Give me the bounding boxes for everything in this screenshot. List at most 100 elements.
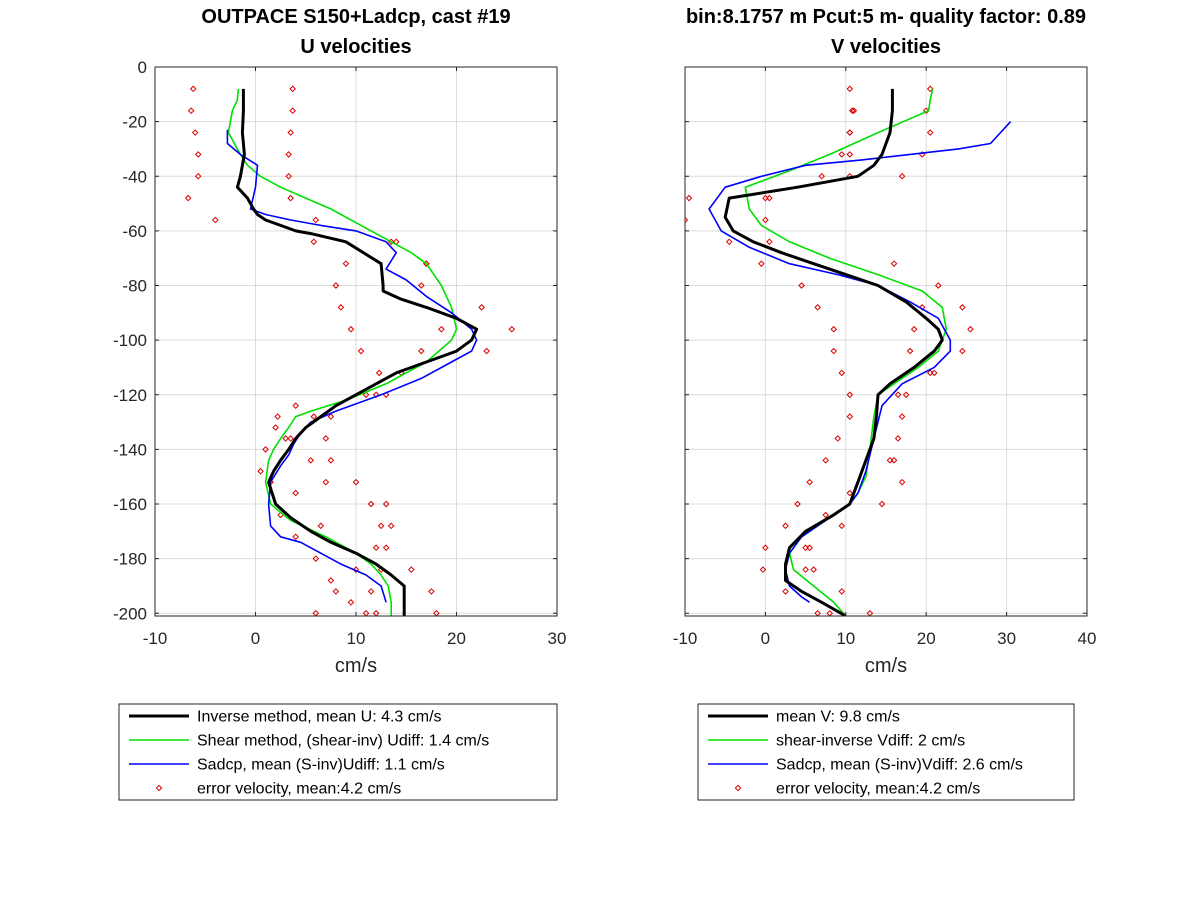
v-legend-entry-label: error velocity, mean:4.2 cm/s <box>776 781 980 798</box>
v-error-velocity-marker-right <box>898 478 906 486</box>
u-error-velocity-marker-left <box>262 446 269 453</box>
u-error-velocity-marker-left <box>322 435 330 442</box>
u-error-velocity-marker-left <box>332 588 340 595</box>
u-panel-title-line2: U velocities <box>300 36 411 58</box>
u-legend-box <box>118 703 558 801</box>
v-error-velocity-marker-left <box>846 151 854 158</box>
v-error-velocity-marker-right <box>926 85 934 93</box>
v-error-velocity-marker-right <box>906 347 914 355</box>
u-x-axis-label: cm/s <box>335 655 377 677</box>
u-error-velocity-marker-right <box>483 347 490 355</box>
v-error-velocity-marker-left <box>814 304 821 311</box>
v-error-velocity-marker-right <box>910 325 918 333</box>
v-error-velocity-marker-right <box>838 522 846 530</box>
u-error-velocity-marker-left <box>292 402 300 409</box>
v-error-velocity-marker-right <box>898 413 906 420</box>
v-error-velocity-marker-left <box>806 478 813 486</box>
v-error-velocity-marker-right <box>838 588 846 595</box>
u-error-velocity-marker-left <box>191 129 199 136</box>
u-error-velocity-marker-right <box>274 413 281 420</box>
u-error-velocity-marker-right <box>285 151 292 158</box>
u-error-velocity-marker-left <box>347 325 355 333</box>
v-error-velocity-marker-right <box>959 347 966 355</box>
v-error-velocity-marker-left <box>822 457 830 464</box>
u-error-velocity-marker-right <box>287 129 294 136</box>
v-error-velocity-marker-right <box>902 391 910 399</box>
u-data-layer <box>184 85 516 616</box>
u-velocity-panel: OUTPACE S150+Ladcp, cast #19 U velocitie… <box>113 6 566 801</box>
v-error-velocity-marker-right <box>894 391 902 399</box>
v-error-velocity-marker-right <box>766 238 773 246</box>
v-error-velocity-marker-right <box>918 304 926 311</box>
v-axes-background <box>685 67 1087 616</box>
v-data-layer <box>685 85 1012 616</box>
u-y-tick-label: -200 <box>113 604 147 623</box>
v-x-tick-label: 0 <box>761 629 770 648</box>
u-error-velocity-marker-left <box>194 172 202 180</box>
u-error-velocity-marker-right <box>418 282 425 289</box>
v-legend-entry-label: mean V: 9.8 cm/s <box>776 709 900 726</box>
u-error-velocity-marker-left <box>382 500 390 508</box>
u-x-tick-label: -10 <box>143 629 168 648</box>
v-error-velocity-marker-right <box>762 194 769 202</box>
v-x-tick-label: -10 <box>673 629 698 648</box>
u-sadcp-line <box>226 129 478 603</box>
u-error-velocity-marker-right <box>282 435 289 442</box>
u-error-velocity-marker-right <box>317 522 325 530</box>
u-error-velocity-marker-right <box>287 435 294 442</box>
v-velocity-plot-area: -10 0 10 20 30 40 <box>673 66 1096 648</box>
v-error-velocity-marker-left <box>834 435 842 442</box>
u-error-velocity-marker-right <box>407 566 415 573</box>
u-error-velocity-marker-left <box>184 194 192 202</box>
u-error-velocity-marker-right <box>287 194 294 202</box>
v-error-velocity-marker-left <box>846 391 854 399</box>
u-error-velocity-marker-right <box>508 325 516 333</box>
v-error-velocity-marker-left <box>794 500 801 508</box>
u-panel-title-line1: OUTPACE S150+Ladcp, cast #19 <box>201 6 510 28</box>
u-error-velocity-marker-left <box>194 151 202 158</box>
u-error-velocity-marker-right <box>382 544 390 552</box>
v-panel-title-line2: V velocities <box>831 36 941 58</box>
v-error-velocity-marker-left <box>758 260 765 267</box>
v-error-velocity-marker-left <box>830 347 838 355</box>
u-error-velocity-marker-right <box>289 85 296 93</box>
v-gridlines <box>685 67 1087 616</box>
v-error-velocity-marker-left <box>848 107 856 115</box>
u-error-velocity-marker-left <box>327 577 335 584</box>
v-inverse-line <box>723 88 944 616</box>
u-error-velocity-marker-left <box>375 369 383 377</box>
v-error-velocity-marker-left <box>762 544 769 552</box>
u-error-velocity-marker-left <box>292 489 300 497</box>
v-error-velocity-marker-left <box>782 522 789 530</box>
v-legend-swatch-error <box>734 784 742 792</box>
u-y-tick-label: -120 <box>113 386 147 405</box>
u-y-tick-label: 0 <box>138 58 147 77</box>
u-legend-entry-label: error velocity, mean:4.2 cm/s <box>197 781 401 798</box>
u-error-velocity-marker-right <box>285 172 292 180</box>
u-error-velocity-marker-right <box>312 216 320 224</box>
u-y-tick-label: -80 <box>122 277 147 296</box>
v-error-velocity-marker-right <box>967 325 974 333</box>
u-legend-entry-label: Inverse method, mean U: 4.3 cm/s <box>197 709 442 726</box>
v-error-velocity-marker-right <box>926 369 934 377</box>
u-error-velocity-marker-left <box>357 347 365 355</box>
u-error-velocity-marker-left <box>352 566 360 573</box>
v-legend-entry-label: shear-inverse Vdiff: 2 cm/s <box>776 733 965 750</box>
v-x-axis-label: cm/s <box>865 655 907 677</box>
u-y-tick-label: -160 <box>113 495 147 514</box>
v-error-velocity-marker-left <box>685 194 693 202</box>
u-error-velocity-marker-left <box>187 107 195 115</box>
u-error-velocity-marker-left <box>310 238 318 246</box>
u-y-tick-label: -100 <box>113 331 147 350</box>
u-error-velocity-marker-right <box>327 413 335 420</box>
u-error-velocity-marker-right <box>289 107 296 115</box>
v-velocity-panel: bin:8.1757 m Pcut:5 m- quality factor: 0… <box>673 6 1096 801</box>
u-error-velocity-marker-left <box>342 260 350 267</box>
v-sadcp-line <box>708 121 1012 603</box>
v-error-velocity-marker-left <box>850 107 858 115</box>
v-error-velocity-marker-right <box>802 566 809 573</box>
v-error-velocity-marker-right <box>822 511 830 519</box>
u-error-velocity-marker-right <box>362 391 370 399</box>
v-error-velocity-marker-left <box>725 238 733 246</box>
v-error-velocity-marker-left <box>685 216 689 224</box>
